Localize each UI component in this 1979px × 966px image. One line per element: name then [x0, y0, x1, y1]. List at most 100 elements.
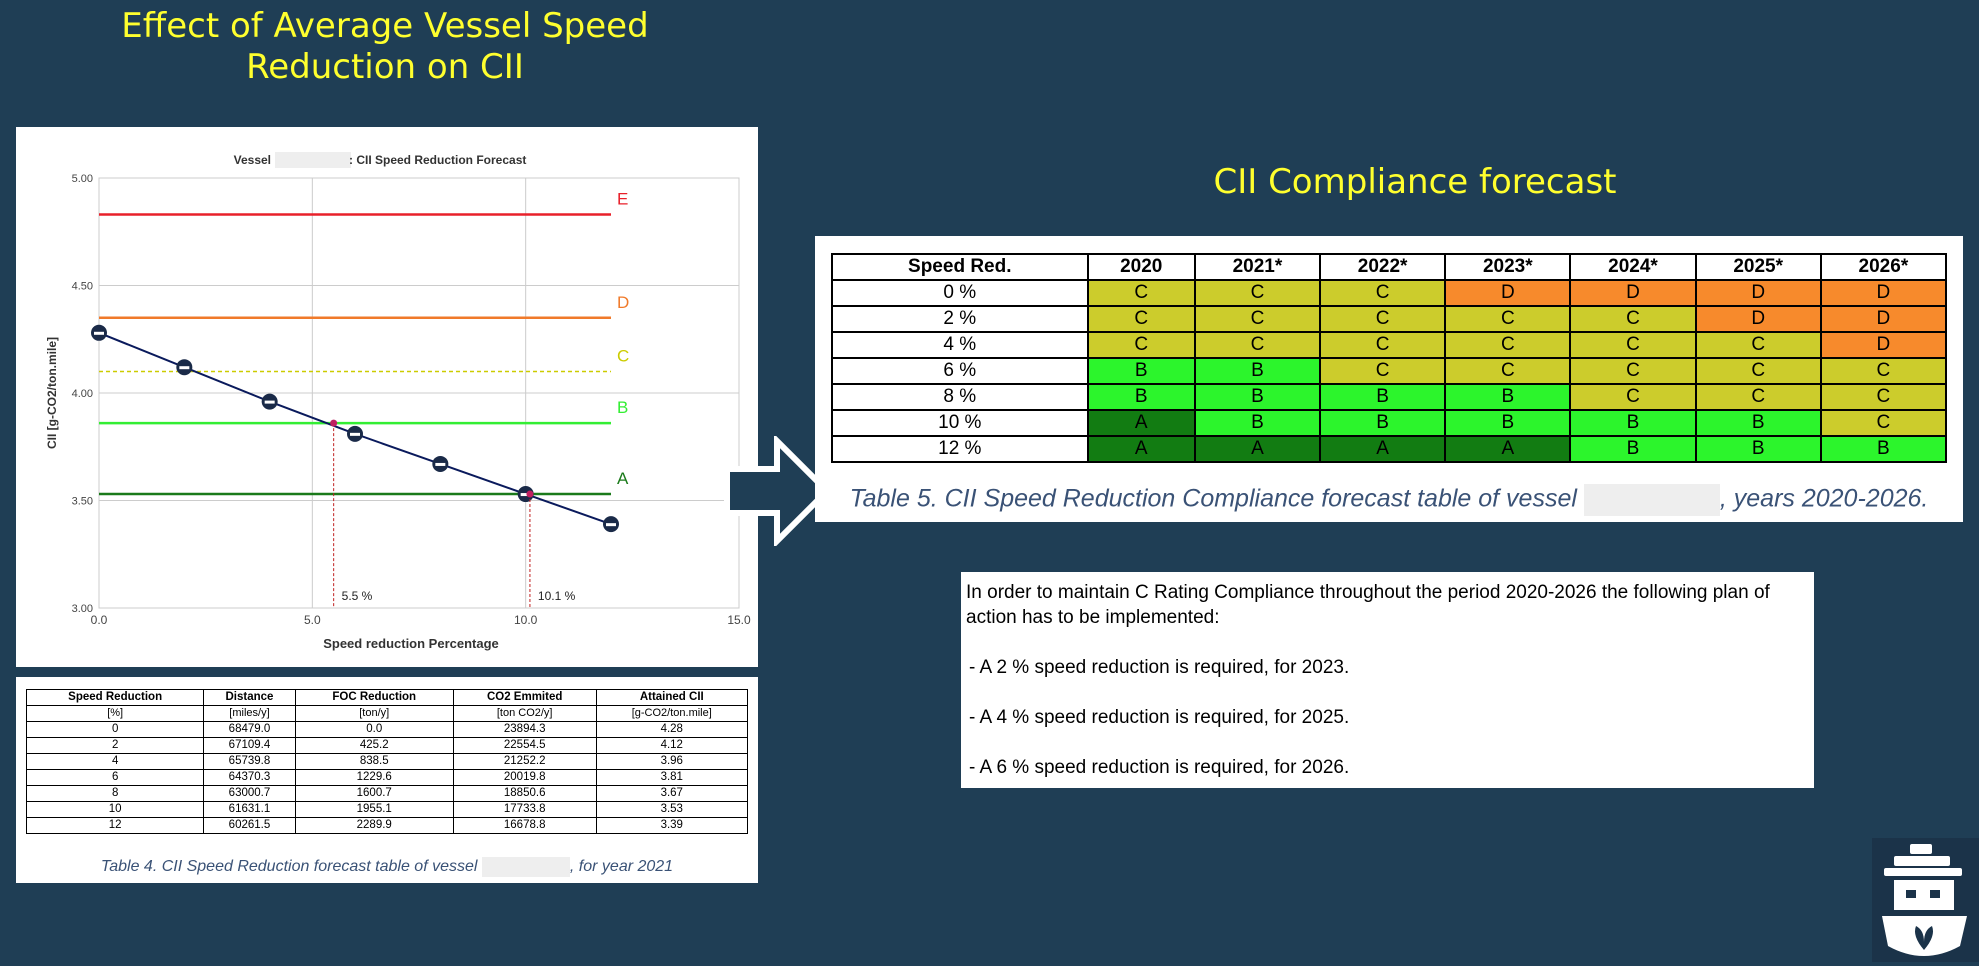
table4-header-row: Speed Reduction Distance FOC Reduction CO2 …	[25, 689, 749, 706]
table4-cell: 3.67	[595, 785, 749, 802]
ship-marker-stripe	[350, 432, 360, 436]
cii-rating-cell: C	[1086, 305, 1196, 333]
table-row: 2 67109.4 425.2 22554.5 4.12	[25, 737, 749, 754]
table4-caption: Table 4. CII Speed Reduction forecast ta…	[16, 857, 758, 877]
grid-lines	[98, 177, 740, 609]
ship-marker-icon	[347, 425, 363, 442]
table5-panel: Speed Red. 2020 2021* 2022* 2023* 2024* 2025* 2…	[815, 236, 1963, 522]
cii-rating-cell: B	[1569, 409, 1697, 437]
table4-cell: 10	[25, 801, 205, 818]
vessel-name-redaction	[481, 857, 570, 877]
table4-unit-cell: [g-CO2/ton.mile]	[595, 705, 749, 722]
table-row: 0 68479.0 0.0 23894.3 4.28	[25, 721, 749, 738]
ship-marker-icon	[91, 324, 107, 341]
ship-leaf-logo	[1872, 838, 1979, 962]
action-plan-intro: In order to maintain C Rating Compliance…	[966, 582, 1770, 628]
cii-rating-cell: C	[1319, 279, 1447, 307]
slide-title: Effect of Average Vessel Speed Reduction…	[121, 6, 649, 87]
table4-unit-cell: [ton CO2/y]	[452, 705, 597, 722]
table4-header-cell: Attained CII	[595, 689, 749, 706]
threshold-crossing-markers: 5.5 % 10.1 %	[330, 419, 576, 608]
cii-rating-cell: C	[1569, 357, 1697, 385]
cii-rating-cell: B	[1444, 409, 1572, 437]
x-axis-label: Speed reduction Percentage	[323, 636, 499, 651]
cii-rating-cell: C	[1694, 357, 1822, 385]
cii-rating-cell: A	[1444, 435, 1572, 463]
table4-header-cell: Distance	[203, 689, 296, 706]
cii-rating-cell: D	[1694, 305, 1822, 333]
cii-rating-cell: C	[1319, 305, 1447, 333]
cii-rating-cell: D	[1444, 279, 1572, 307]
cii-rating-cell: D	[1569, 279, 1697, 307]
table4-cell: 63000.7	[203, 785, 296, 802]
speed-reduction-label: 8 %	[831, 383, 1089, 411]
ship-marker-icon	[517, 486, 534, 503]
cii-rating-cell: D	[1694, 279, 1822, 307]
x-tick-label: 15.0	[727, 613, 751, 627]
cii-rating-cell: C	[1193, 279, 1322, 307]
cii-rating-cell: C	[1819, 357, 1948, 385]
crossing-point	[526, 490, 534, 498]
table4-cell: 16678.8	[452, 817, 597, 834]
table4-panel: Speed Reduction Distance FOC Reduction CO2 …	[16, 677, 758, 883]
table4-cell: 4.28	[595, 721, 749, 738]
cii-rating-cell: B	[1694, 409, 1822, 437]
table-row: 8 63000.7 1600.7 18850.6 3.67	[25, 785, 749, 802]
table4-cell: 12	[25, 817, 205, 834]
table4-cell: 4	[25, 753, 205, 770]
cii-rating-cell: B	[1193, 383, 1322, 411]
y-axis-label: CII [g-CO2/ton.mile]	[45, 337, 59, 449]
ship-marker-stripe	[179, 366, 190, 370]
table4-cell: 3.53	[595, 801, 749, 818]
table4-cell: 23894.3	[452, 721, 597, 738]
cii-rating-cell: B	[1694, 435, 1822, 463]
ship-icon	[1882, 844, 1967, 956]
speed-reduction-label: 10 %	[831, 409, 1089, 437]
ship-marker-icon	[176, 359, 193, 376]
crossing-label: 10.1 %	[538, 589, 576, 603]
table4-cell: 17733.8	[452, 801, 597, 818]
table4-cell: 0.0	[294, 721, 454, 738]
table4-cell: 2289.9	[294, 817, 454, 834]
ship-marker-stripe	[520, 493, 531, 497]
rating-threshold-lines: E D C B A	[99, 190, 629, 496]
cii-rating-cell: A	[1319, 435, 1447, 463]
cii-rating-cell: C	[1193, 331, 1322, 359]
cii-rating-cell: D	[1819, 305, 1948, 333]
cii-rating-cell: C	[1086, 279, 1196, 307]
crossing-point	[330, 419, 338, 427]
table4-cell: 1229.6	[294, 769, 454, 786]
table5-header-cell: 2024*	[1569, 253, 1697, 281]
table5-header-cell: 2020	[1086, 253, 1196, 281]
cii-series	[91, 324, 619, 533]
speed-reduction-label: 0 %	[831, 279, 1089, 307]
table4-cell: 67109.4	[203, 737, 296, 754]
chart-title-redaction	[275, 152, 351, 168]
compliance-forecast-table: Speed Red. 2020 2021* 2022* 2023* 2024* 2025* 2…	[831, 253, 1948, 463]
cii-forecast-table: Speed Reduction Distance FOC Reduction CO2 …	[25, 689, 749, 834]
table4-cell: 60261.5	[203, 817, 296, 834]
table4-unit-cell: [ton/y]	[294, 705, 454, 722]
table-row: 0 % C C C D D D D	[831, 279, 1948, 307]
cii-rating-cell: D	[1819, 279, 1948, 307]
table5-caption-prefix: Table 5. CII Speed Reduction Compliance …	[849, 484, 1577, 513]
y-tick-label: 4.00	[72, 388, 93, 400]
table4-cell: 1600.7	[294, 785, 454, 802]
cii-rating-cell: C	[1819, 383, 1948, 411]
cii-rating-cell: C	[1569, 383, 1697, 411]
table5-header-cell: 2022*	[1319, 253, 1447, 281]
cii-rating-cell: C	[1819, 409, 1948, 437]
cii-rating-cell: A	[1193, 435, 1322, 463]
table4-cell: 1955.1	[294, 801, 454, 818]
table5-header-cell: 2021*	[1193, 253, 1322, 281]
table4-cell: 21252.2	[452, 753, 597, 770]
table5-header-cell: 2023*	[1444, 253, 1572, 281]
table4-unit-cell: [miles/y]	[203, 705, 296, 722]
action-plan-step: - A 6 % speed reduction is required, for…	[969, 757, 1350, 778]
cii-chart-panel: Vessel : CII Speed Reduction Forecast E D…	[16, 127, 758, 667]
cii-rating-cell: C	[1444, 357, 1572, 385]
cii-rating-cell: C	[1086, 331, 1196, 359]
rating-band-label: E	[617, 190, 628, 209]
cii-rating-cell: C	[1694, 383, 1822, 411]
cii-rating-cell: C	[1319, 357, 1447, 385]
